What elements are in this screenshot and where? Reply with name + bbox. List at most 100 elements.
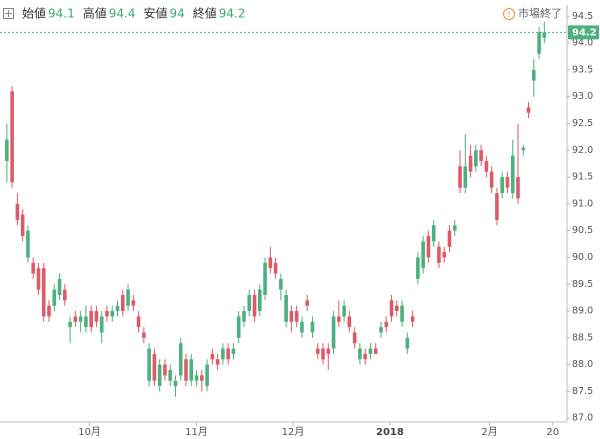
summary-value: 94.1 [48, 7, 75, 21]
candle-body [184, 359, 188, 381]
candle-body [115, 305, 120, 312]
candle-body [163, 364, 167, 376]
candle-body [410, 316, 415, 322]
candle-body [273, 262, 278, 274]
y-tick-label: 91.0 [572, 198, 593, 209]
candle-body [379, 327, 383, 333]
x-tick-label: 10月 [78, 426, 101, 438]
candle-body [516, 177, 520, 199]
status: 市場終了 [518, 6, 562, 20]
y-tick-label: 94.0 [572, 38, 593, 49]
candle-body [126, 289, 130, 306]
candle-body [142, 332, 146, 338]
candle-body [226, 348, 230, 360]
candle-body [468, 155, 473, 172]
candle-body [63, 289, 67, 301]
y-tick-label: 93.0 [572, 91, 593, 102]
candle-body [447, 230, 452, 247]
candle-body [221, 348, 225, 360]
candle-body [484, 160, 489, 172]
candle-body [352, 332, 357, 344]
candle-body [442, 252, 447, 258]
candle-body [368, 348, 373, 354]
y-tick-label: 87.0 [572, 413, 593, 424]
candle-body [68, 321, 72, 328]
candle-body [463, 166, 468, 188]
candle-body [495, 193, 499, 220]
candle-body [310, 321, 315, 333]
candle-body [279, 278, 283, 290]
candle-body [110, 311, 115, 317]
candle-body [268, 257, 273, 269]
y-tick-label: 91.5 [572, 172, 593, 183]
candle-body [200, 375, 204, 381]
candle-body [26, 230, 30, 258]
y-tick-label: 90.0 [572, 252, 593, 263]
candle-body [215, 359, 220, 365]
y-tick-label: 88.0 [572, 359, 593, 370]
candle-body [105, 311, 109, 317]
candle-body [20, 214, 25, 237]
summary-value: 94 [169, 7, 184, 21]
candle-body [337, 316, 341, 322]
candle-body [289, 311, 294, 322]
candle-body [532, 69, 536, 81]
summary-label: 始値 [22, 6, 46, 21]
status-icon [503, 8, 515, 20]
x-tick-label: 2月 [481, 426, 497, 438]
candle-body [452, 225, 457, 231]
candle-body [242, 311, 246, 322]
candle-body [47, 305, 51, 317]
candle-body [252, 294, 257, 317]
candle-body [416, 257, 420, 279]
candle-body [236, 316, 241, 338]
candle-body [210, 353, 215, 360]
candle-body [173, 380, 178, 387]
candle-body [36, 268, 41, 290]
candle-body [194, 375, 199, 381]
candle-body [437, 246, 441, 263]
candle-body [168, 370, 173, 381]
summary-label: 安値 [143, 6, 167, 21]
summary-label: 高値 [83, 6, 107, 21]
candle-body [231, 348, 236, 354]
candle-body [426, 236, 431, 258]
candle-body [263, 262, 267, 295]
y-tick-label: 88.5 [572, 332, 593, 343]
candle-body [78, 316, 83, 322]
candle-body [178, 343, 183, 376]
candle-body [421, 241, 425, 269]
candle-body [384, 321, 389, 328]
candle-body [57, 278, 62, 295]
candle-body [431, 225, 436, 242]
candle-body [205, 364, 209, 387]
y-tick-label: 90.5 [572, 225, 593, 236]
x-tick-label: 20 [546, 427, 559, 438]
candle-body [73, 316, 78, 322]
candle-body [521, 147, 526, 151]
y-tick-label: 94.5 [572, 11, 593, 22]
candle-body [331, 316, 336, 349]
expand-icon[interactable] [3, 8, 14, 19]
candle-body [94, 311, 99, 322]
candle-body [510, 155, 515, 194]
last-price-label: 94.2 [572, 27, 597, 38]
candle-body [84, 316, 88, 328]
y-tick-label: 93.5 [572, 64, 593, 75]
candle-body [257, 289, 262, 312]
candle-body [363, 353, 367, 360]
status-icon-mark: ! [507, 10, 510, 19]
candle-body [358, 348, 362, 360]
candle-body [342, 305, 346, 317]
x-tick-label: 12月 [282, 426, 305, 438]
candle-body [489, 171, 494, 188]
y-tick-label: 92.0 [572, 145, 593, 156]
candle-body [152, 353, 157, 381]
candle-body [474, 150, 478, 167]
candle-body [52, 289, 57, 306]
candle-body [373, 348, 378, 354]
summary-value: 94.4 [109, 7, 136, 21]
candle-body [479, 150, 483, 161]
x-tick-label: 2018 [376, 427, 404, 438]
